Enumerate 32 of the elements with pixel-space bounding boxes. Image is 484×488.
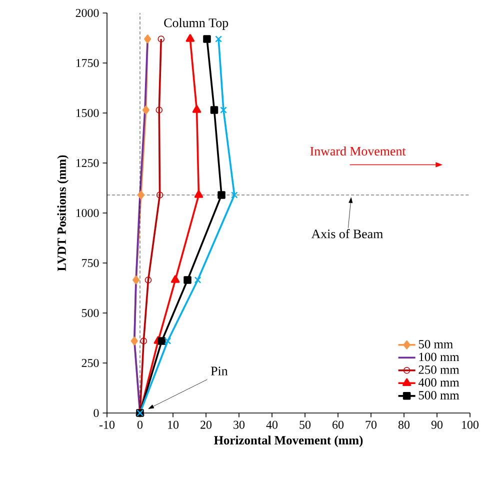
x-tick-label: 40 [266,420,278,429]
y-tick-label: 750 [82,258,99,268]
x-tick-label: 100 [462,420,479,429]
x-tick-label: 30 [234,420,245,429]
legend-label: 50 mm [418,340,453,348]
y-tick-label: 2000 [76,8,99,18]
legend-label: 400 mm [418,378,460,387]
y-axis-title: LVDT Positions (mm) [57,155,68,272]
legend-label: 500 mm [418,391,460,400]
legend-label: 250 mm [418,366,460,374]
x-tick-label: 60 [332,420,344,429]
x-tick-label: 90 [431,420,443,429]
annotation: Axis of Beam [311,229,383,238]
y-tick-label: 1250 [76,158,99,168]
y-tick-label: 0 [94,408,99,418]
annotation: Pin [210,366,228,376]
x-tick-label: 80 [398,420,410,429]
x-tick-label: -10 [99,420,115,429]
x-tick-label: 20 [200,420,212,429]
y-tick-label: 500 [82,308,99,318]
legend-label: 100 mm [419,352,460,362]
x-tick-label: 10 [168,420,179,429]
x-axis-title: Horizontal Movement (mm) [214,436,363,447]
x-tick-label: 50 [300,420,311,429]
y-tick-label: 250 [82,358,99,368]
y-tick-label: 1500 [76,108,99,118]
annotation: Column Top [164,18,228,30]
x-tick-label: 0 [137,420,143,429]
annotation: Inward Movement [310,146,406,156]
y-tick-label: 1000 [76,208,99,218]
y-tick-label: 1750 [76,58,99,68]
x-tick-label: 70 [366,420,377,429]
